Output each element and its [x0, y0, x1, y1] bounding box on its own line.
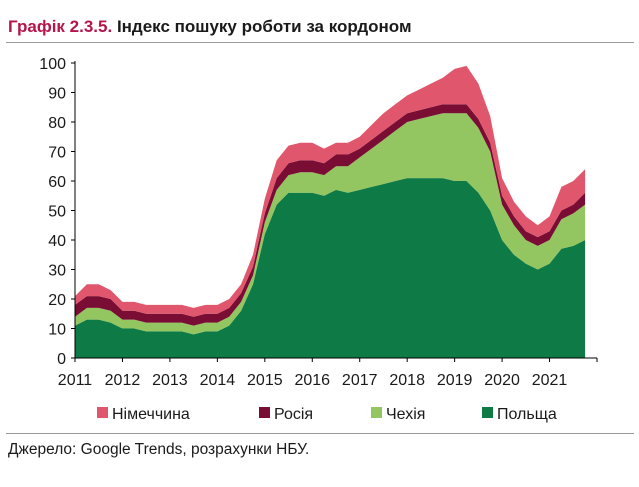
y-tick-label: 90	[48, 86, 66, 103]
y-tick-label: 30	[48, 263, 66, 280]
y-tick-label: 80	[48, 115, 66, 132]
y-tick-label: 40	[48, 233, 66, 250]
x-tick-label: 2016	[294, 372, 330, 389]
legend-swatch	[371, 407, 382, 418]
area-2	[75, 113, 586, 335]
x-tick-label: 2012	[105, 372, 141, 389]
x-tick-label: 2021	[532, 372, 568, 389]
chart-number: Графік 2.3.5.	[8, 17, 113, 36]
title-divider	[6, 42, 634, 43]
y-tick-label: 60	[48, 174, 66, 191]
source-note: Джерело: Google Trends, розрахунки НБУ.	[8, 441, 310, 458]
area-1	[75, 178, 586, 358]
y-tick-label: 50	[48, 204, 66, 221]
x-tick-label: 2017	[342, 372, 378, 389]
legend-label: Чехія	[386, 406, 425, 423]
legend-swatch	[259, 407, 270, 418]
x-tick-label: 2018	[389, 372, 425, 389]
x-tick-label: 2020	[484, 372, 520, 389]
x-tick-label: 2014	[200, 372, 236, 389]
y-tick-label: 20	[48, 292, 66, 309]
y-tick-label: 70	[48, 145, 66, 162]
x-tick-label: 2019	[437, 372, 473, 389]
legend-label: Росія	[274, 406, 313, 423]
legend-swatch	[482, 407, 493, 418]
source-divider	[6, 433, 634, 434]
stacked-area-chart: 0 10 20 30 40 50 60 70 80 90 100 2011 2012 2013 2014 20…	[39, 56, 598, 423]
legend-label: Польща	[497, 406, 557, 423]
legend-swatch	[97, 407, 108, 418]
y-tick-label: 0	[57, 351, 66, 368]
y-tick-label: 100	[39, 56, 66, 73]
chart-title: Графік 2.3.5. Індекс пошуку роботи за ко…	[8, 17, 412, 37]
x-tick-label: 2015	[247, 372, 283, 389]
x-tick-label: 2013	[152, 372, 188, 389]
chart-title-text: Індекс пошуку роботи за кордоном	[116, 17, 412, 36]
legend-label: Німеччина	[112, 406, 190, 423]
x-tick-label: 2011	[58, 372, 93, 389]
y-tick-label: 10	[48, 322, 66, 339]
